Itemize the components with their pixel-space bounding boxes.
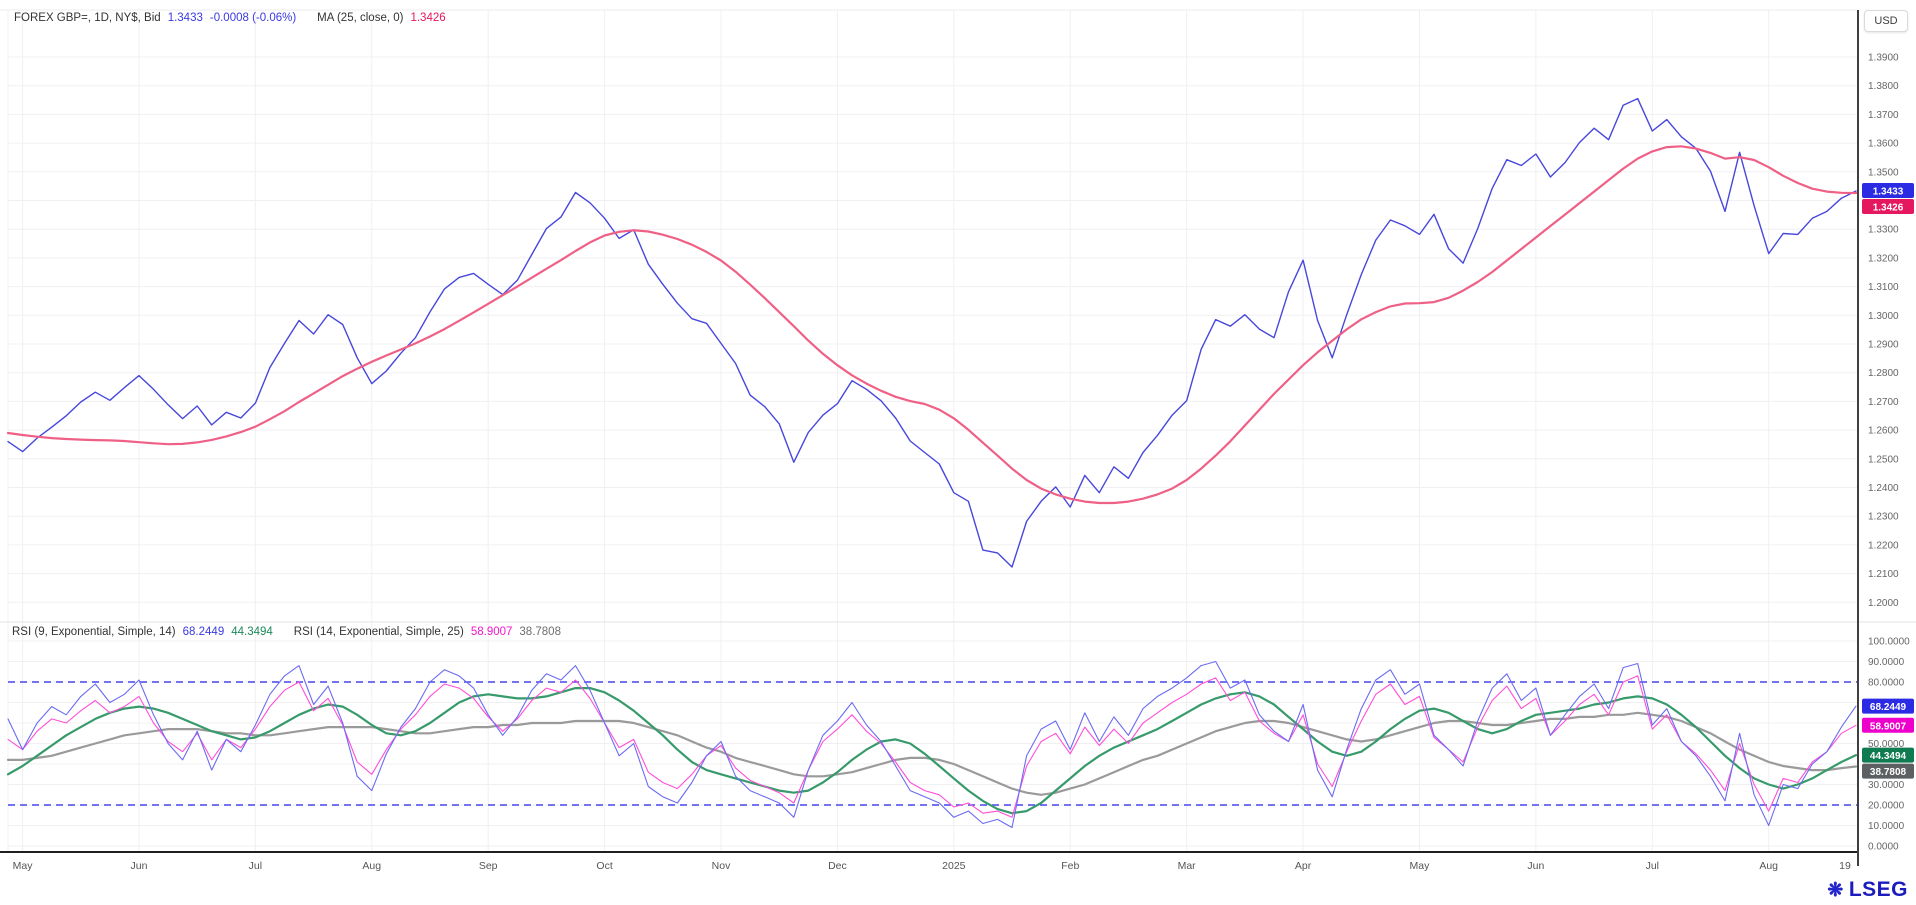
ma-label: MA (25, close, 0) xyxy=(317,12,404,24)
time-tick-label: Apr xyxy=(1295,860,1312,872)
time-tick-label: Dec xyxy=(828,860,847,872)
rsi-tick-label: 90.0000 xyxy=(1868,657,1905,668)
rsi9-signal-line xyxy=(6,686,1858,815)
rsi-tick-label: 50.0000 xyxy=(1868,739,1905,750)
ma-value: 1.3426 xyxy=(410,12,446,24)
price-change: -0.0008 (-0.06%) xyxy=(209,12,297,24)
rsi14-signal-value: 38.7808 xyxy=(519,626,561,638)
price-tick-label: 1.2100 xyxy=(1868,569,1899,580)
time-tick-label: Jul xyxy=(249,860,262,872)
price-tick-label: 1.3300 xyxy=(1868,225,1899,236)
rsi-badge xyxy=(1862,747,1914,763)
time-tick-label: Aug xyxy=(362,860,381,872)
price-tick-label: 1.2700 xyxy=(1868,397,1899,408)
price-tick-label: 1.2500 xyxy=(1868,454,1899,465)
current-date-label: 19 xyxy=(1839,860,1851,872)
rsi14-value: 58.9007 xyxy=(470,626,513,638)
price-tick-label: 1.3000 xyxy=(1868,311,1899,322)
time-tick-label: Nov xyxy=(712,860,731,872)
rsi-badge xyxy=(1862,717,1914,733)
rsi-badge xyxy=(1862,698,1914,714)
lseg-logo: ❋ LSEG xyxy=(1827,878,1908,902)
rsi-tick-label: 10.0000 xyxy=(1868,821,1905,832)
price-tick-label: 1.2400 xyxy=(1868,483,1899,494)
rsi-legend[interactable]: RSI (9, Exponential, Simple, 14) 68.2449… xyxy=(12,626,561,638)
time-tick-label: Oct xyxy=(596,860,612,872)
price-tick-label: 1.3800 xyxy=(1868,81,1899,92)
price-tick-label: 1.2200 xyxy=(1868,540,1899,551)
price-legend[interactable]: FOREX GBP=, 1D, NY$, Bid 1.3433 -0.0008 … xyxy=(14,12,446,24)
time-tick-label: Jun xyxy=(1527,860,1544,872)
price-tick-label: 1.2800 xyxy=(1868,368,1899,379)
rsi-badge-text: 68.2449 xyxy=(1870,702,1907,713)
price-tick-label: 1.3200 xyxy=(1868,253,1899,264)
price-tick-label: 1.3900 xyxy=(1868,53,1899,64)
price-tick-label: 1.3100 xyxy=(1868,282,1899,293)
price-badge-text: 1.3426 xyxy=(1873,203,1904,214)
rsi9-signal-value: 44.3494 xyxy=(231,626,273,638)
price-badge-text: 1.3433 xyxy=(1873,187,1904,198)
price-tick-label: 1.3500 xyxy=(1868,167,1899,178)
price-badge xyxy=(1862,199,1914,215)
rsi-tick-label: 20.0000 xyxy=(1868,801,1905,812)
price-badge xyxy=(1862,183,1914,199)
time-tick-label: May xyxy=(13,860,34,872)
lseg-logo-text: LSEG xyxy=(1848,878,1908,901)
rsi-badge-text: 38.7808 xyxy=(1870,767,1907,778)
time-tick-label: Jun xyxy=(130,860,147,872)
bid-line xyxy=(7,97,1857,568)
time-tick-label: 2025 xyxy=(942,860,966,872)
price-tick-label: 1.2900 xyxy=(1868,340,1899,351)
currency-selector-button[interactable]: USD xyxy=(1864,10,1908,32)
rsi9-label: RSI (9, Exponential, Simple, 14) xyxy=(12,626,176,638)
rsi9-value: 68.2449 xyxy=(182,626,225,638)
price-tick-label: 1.2300 xyxy=(1868,512,1899,523)
rsi-tick-label: 80.0000 xyxy=(1868,678,1905,689)
lseg-burst-icon: ❋ xyxy=(1827,879,1844,901)
rsi-tick-label: 30.0000 xyxy=(1868,780,1905,791)
instrument-label: FOREX GBP=, 1D, NY$, Bid xyxy=(14,12,161,24)
rsi-tick-label: 100.0000 xyxy=(1868,637,1910,648)
rsi9-line xyxy=(7,660,1857,829)
time-tick-label: Sep xyxy=(479,860,498,872)
time-tick-label: Jul xyxy=(1646,860,1659,872)
price-tick-label: 1.3600 xyxy=(1868,139,1899,150)
time-tick-label: Aug xyxy=(1759,860,1778,872)
rsi-badge xyxy=(1862,763,1914,779)
rsi-badge-text: 44.3494 xyxy=(1870,751,1907,762)
price-tick-label: 1.2000 xyxy=(1868,598,1899,609)
rsi14-label: RSI (14, Exponential, Simple, 25) xyxy=(293,626,464,638)
price-tick-label: 1.2600 xyxy=(1868,426,1899,437)
rsi-badge-text: 58.9007 xyxy=(1870,721,1907,732)
ma25-line xyxy=(6,145,1858,505)
time-tick-label: Mar xyxy=(1178,860,1197,872)
time-tick-label: May xyxy=(1410,860,1431,872)
last-price: 1.3433 xyxy=(167,12,203,24)
rsi-tick-label: 0.0000 xyxy=(1868,842,1899,853)
rsi14-signal-line xyxy=(6,711,1858,796)
price-tick-label: 1.3700 xyxy=(1868,110,1899,121)
time-tick-label: Feb xyxy=(1061,860,1079,872)
